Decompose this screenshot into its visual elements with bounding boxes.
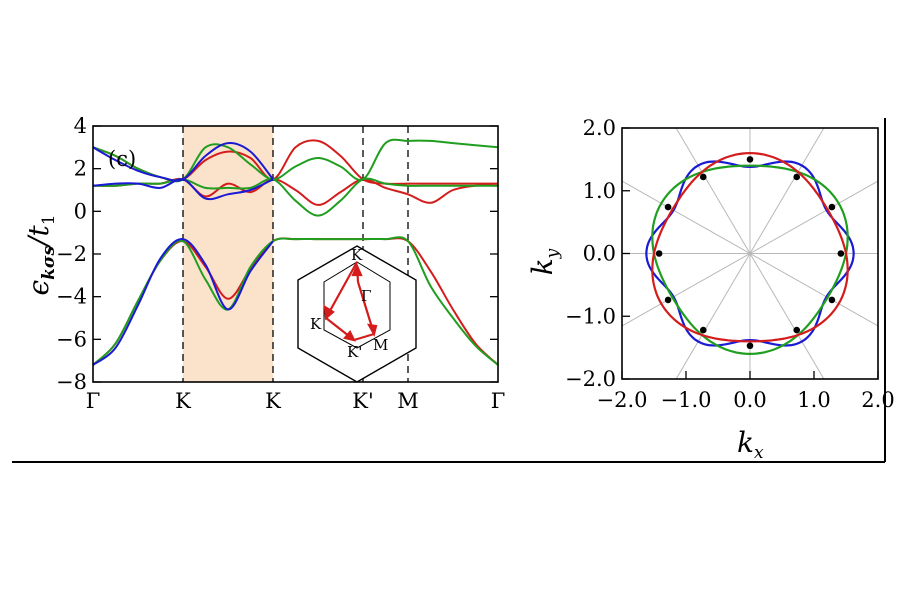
intersection-point: [664, 203, 672, 211]
x-tick-label: 1.0: [797, 388, 830, 412]
y-tick-label: −2.0: [565, 367, 616, 391]
fermi-ylabel: ky: [526, 248, 563, 275]
x-tick-label: −1.0: [661, 388, 712, 412]
fermi-xlabel-base: k: [737, 426, 754, 459]
band-ticks: 420−2−4−6−8Γ K K K' M Γ: [56, 114, 505, 413]
y-tick-label: 1.0: [583, 179, 616, 203]
y-tick-label: 2: [74, 157, 87, 181]
band-ylabel-over: /t: [22, 225, 55, 249]
band-line: [92, 238, 274, 366]
svg-text:ky: ky: [526, 248, 563, 275]
x-tick-label: 0.0: [733, 388, 766, 412]
band-structure-panel: 420−2−4−6−8Γ K K K' M Γ (c) K K K' M Γ: [22, 114, 505, 413]
band-ylabel: ϵkσs/t1: [22, 214, 59, 295]
inset-path-arrows: [323, 261, 378, 342]
band-line: [92, 236, 499, 366]
x-tick-label: Γ: [86, 389, 101, 413]
intersection-point: [793, 173, 801, 181]
inset-label-gamma: Γ: [361, 287, 371, 305]
inset-label-k-left: K: [310, 315, 322, 333]
inset-label-k-prime: K': [347, 343, 362, 361]
fermi-ticks: 2.0 1.0 0.0 −1.0 −2.0−2.0 −1.0 0.0 1.0 2.0: [565, 116, 895, 412]
band-series: [92, 138, 499, 366]
intersection-point: [837, 250, 845, 257]
y-tick-label: −1.0: [565, 304, 616, 328]
y-tick-label: 0.0: [583, 242, 616, 266]
y-tick-label: −4: [56, 285, 87, 309]
radial-grid-line: [622, 180, 878, 327]
band-line: [92, 237, 499, 366]
band-line: [92, 177, 498, 217]
inset-inner-hexagon: [323, 261, 391, 349]
y-tick-label: −6: [56, 327, 87, 351]
fermi-contour: [645, 160, 855, 347]
band-ylabel-sub: kσs: [39, 246, 59, 280]
fermi-ylabel-base: k: [526, 258, 559, 275]
x-tick-label: K: [265, 389, 281, 413]
band-dashed-lines: [182, 126, 409, 382]
brillouin-zone-inset: K K K' M Γ: [297, 245, 417, 383]
intersection-point: [793, 326, 801, 334]
intersection-point: [664, 296, 672, 304]
band-line: [92, 178, 274, 201]
svg-text:ϵkσs/t1: ϵkσs/t1: [22, 214, 59, 295]
x-tick-label: 2.0: [861, 388, 894, 412]
inset-label-k-top: K: [351, 246, 363, 264]
intersection-point: [828, 203, 836, 211]
y-tick-label: 0: [74, 199, 87, 223]
y-tick-label: 4: [74, 114, 87, 138]
x-tick-label: Γ: [491, 389, 506, 413]
band-ylabel-base: ϵ: [22, 280, 55, 296]
y-tick-label: −8: [56, 370, 87, 394]
fermi-points: [655, 156, 845, 350]
svg-text:kx: kx: [737, 426, 764, 463]
x-tick-label: K: [175, 389, 191, 413]
x-tick-label: M: [397, 389, 419, 413]
band-ylabel-over-sub: 1: [39, 214, 59, 225]
fermi-surface-panel: 2.01.00.0−1.0−2.0−2.0 −1.0 0.0 1.0 2.0 kx ky: [526, 116, 895, 463]
band-plot-frame: [92, 125, 499, 383]
inset-label-m: M: [373, 336, 388, 354]
y-tick-label: 2.0: [583, 116, 616, 140]
intersection-point: [699, 326, 707, 334]
intersection-point: [655, 250, 663, 257]
fermi-contour: [651, 151, 849, 343]
x-tick-label: −2.0: [597, 388, 648, 412]
fermi-xlabel: kx: [737, 426, 764, 463]
band-line: [92, 139, 498, 185]
panel-label: (c): [108, 147, 136, 171]
intersection-point: [746, 156, 754, 163]
fermi-series: [645, 151, 855, 356]
fermi-xlabel-sub: x: [754, 443, 764, 463]
fermi-ylabel-sub: y: [543, 248, 563, 259]
fermi-grid: [622, 128, 878, 379]
intersection-point: [828, 296, 836, 304]
x-tick-label: K': [352, 389, 373, 413]
intersection-point: [746, 342, 754, 350]
y-tick-label: −2: [56, 242, 87, 266]
intersection-point: [699, 173, 707, 181]
